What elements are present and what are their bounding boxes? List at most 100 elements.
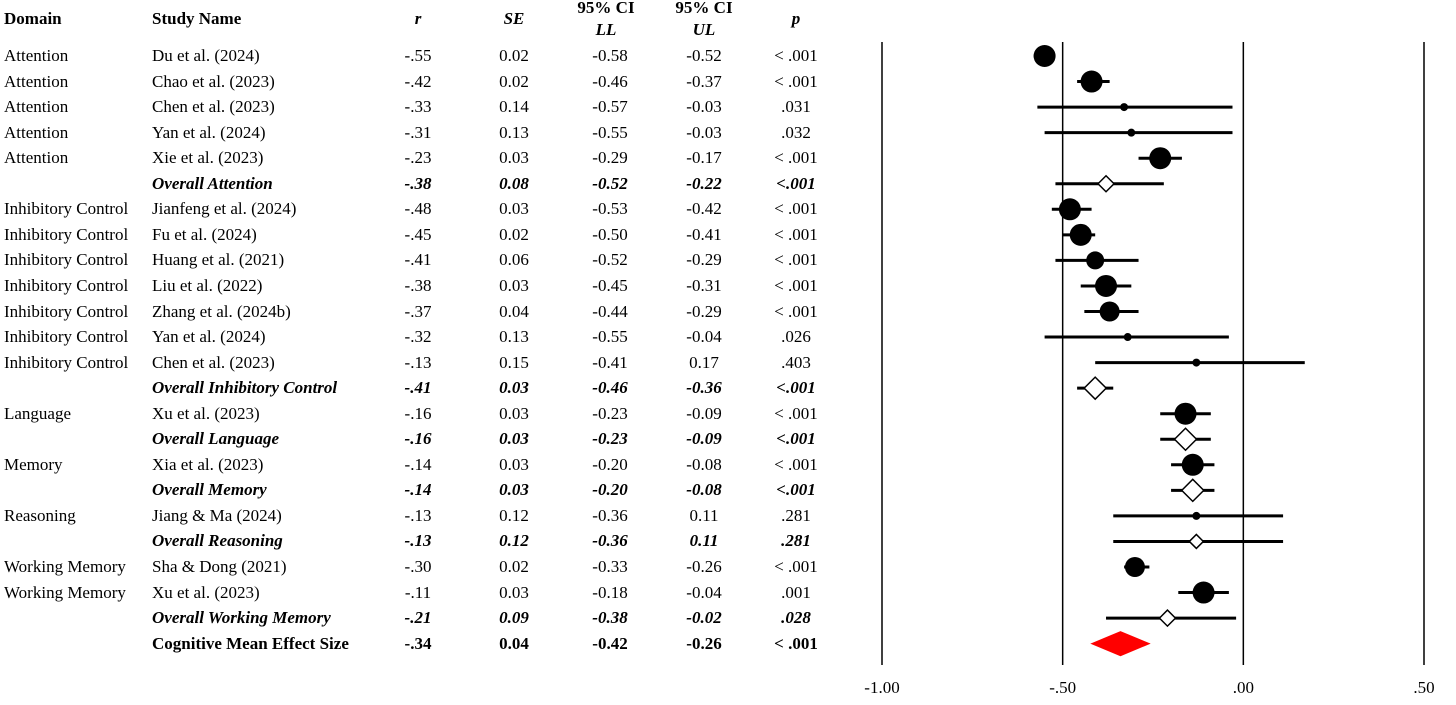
cell-se: 0.03 xyxy=(499,429,529,449)
cell-se: 0.13 xyxy=(499,327,529,347)
cell-study: Du et al. (2024) xyxy=(152,46,260,65)
cell-domain: Inhibitory Control xyxy=(4,301,129,321)
cell-study: Xie et al. (2023) xyxy=(152,148,264,168)
effect-point xyxy=(1192,511,1201,520)
cell-study: Huang et al. (2021) xyxy=(152,250,285,270)
header-ll-top: 95% CI xyxy=(577,0,635,17)
cell-domain: Attention xyxy=(4,71,69,91)
cell-p: < .001 xyxy=(774,250,818,270)
cell-ll: -0.18 xyxy=(592,582,628,602)
cell-p: < .001 xyxy=(774,275,818,295)
cell-se: 0.03 xyxy=(499,378,529,398)
cell-p: < .001 xyxy=(774,224,818,244)
cell-se: 0.03 xyxy=(499,275,529,295)
cell-ul: 0.11 xyxy=(689,531,719,551)
cell-domain: Memory xyxy=(4,454,63,474)
cell-p: < .001 xyxy=(774,633,818,653)
cell-ul: -0.03 xyxy=(686,97,722,117)
cell-ll: -0.36 xyxy=(592,531,628,551)
cell-r: -.41 xyxy=(404,250,432,270)
cell-domain: Attention xyxy=(4,46,69,65)
effect-point xyxy=(1192,358,1201,367)
cell-ul: 0.11 xyxy=(689,505,719,525)
cell-ul: -0.03 xyxy=(686,122,722,142)
cell-se: 0.02 xyxy=(499,557,529,576)
overall-diamond xyxy=(1158,609,1177,628)
x-tick-label: -1.00 xyxy=(864,678,899,697)
cell-ul: -0.26 xyxy=(686,633,722,653)
cell-domain: Inhibitory Control xyxy=(4,250,129,270)
cell-ul: -0.31 xyxy=(686,275,722,295)
effect-point xyxy=(1099,301,1120,322)
cell-ul: -0.52 xyxy=(686,46,722,65)
cell-r: -.30 xyxy=(404,557,432,576)
cell-ll: -0.53 xyxy=(592,199,628,219)
cell-p: <.001 xyxy=(776,173,816,193)
cell-domain: Inhibitory Control xyxy=(4,352,129,372)
effect-point xyxy=(1069,223,1092,246)
cell-r: -.11 xyxy=(404,582,432,602)
cell-domain: Language xyxy=(4,403,72,423)
cell-ll: -0.41 xyxy=(592,352,628,372)
overall-diamond xyxy=(1188,533,1205,550)
cell-ll: -0.20 xyxy=(592,454,628,474)
cell-study: Xu et al. (2023) xyxy=(152,403,260,423)
cell-ul: -0.37 xyxy=(686,71,722,91)
cell-ul: -0.04 xyxy=(686,327,722,347)
effect-point xyxy=(1149,147,1172,170)
header-se: SE xyxy=(503,9,525,28)
cell-ll: -0.58 xyxy=(592,46,628,65)
effect-point xyxy=(1127,128,1136,137)
cell-se: 0.14 xyxy=(499,97,529,117)
effect-point xyxy=(1095,274,1118,297)
cell-se: 0.03 xyxy=(499,199,529,219)
cell-p: < .001 xyxy=(774,557,818,576)
effect-point xyxy=(1086,251,1105,270)
cell-study: Zhang et al. (2024b) xyxy=(152,301,291,321)
cell-se: 0.12 xyxy=(499,505,529,525)
cell-r: -.14 xyxy=(404,480,432,500)
cell-se: 0.02 xyxy=(499,224,529,244)
cell-ll: -0.52 xyxy=(592,173,628,193)
cell-r: -.38 xyxy=(404,173,432,193)
cell-p: <.001 xyxy=(776,429,816,449)
cell-study: Xu et al. (2023) xyxy=(152,582,260,602)
cell-ul: -0.26 xyxy=(686,557,722,576)
cell-ll: -0.36 xyxy=(592,505,628,525)
cell-se: 0.15 xyxy=(499,352,529,372)
overall-diamond xyxy=(1083,376,1108,401)
cell-ul: -0.09 xyxy=(686,429,722,449)
x-tick-label: .50 xyxy=(1413,678,1434,697)
cell-p: .031 xyxy=(781,97,811,117)
cell-ll: -0.45 xyxy=(592,275,628,295)
cell-p: .281 xyxy=(781,531,811,551)
cell-ll: -0.50 xyxy=(592,224,628,244)
cell-p: < .001 xyxy=(774,301,818,321)
cell-r: -.16 xyxy=(404,429,432,449)
header-ll: LL xyxy=(595,20,617,39)
effect-point xyxy=(1033,45,1056,67)
cell-ll: -0.23 xyxy=(592,429,628,449)
effect-point xyxy=(1120,103,1129,112)
effect-point xyxy=(1123,333,1132,342)
cell-se: 0.03 xyxy=(499,480,529,500)
cell-study: Overall Working Memory xyxy=(152,608,331,628)
cell-ll: -0.38 xyxy=(592,608,628,628)
cell-domain: Inhibitory Control xyxy=(4,327,129,347)
cell-se: 0.03 xyxy=(499,403,529,423)
cell-domain: Attention xyxy=(4,148,69,168)
cell-r: -.13 xyxy=(404,505,432,525)
cell-se: 0.02 xyxy=(499,71,529,91)
cell-study: Overall Memory xyxy=(152,480,267,500)
cell-study: Chen et al. (2023) xyxy=(152,352,275,372)
effect-point xyxy=(1181,453,1204,476)
overall-diamond xyxy=(1173,427,1198,452)
cell-r: -.55 xyxy=(404,46,432,65)
cell-ll: -0.52 xyxy=(592,250,628,270)
x-tick-label: -.50 xyxy=(1049,678,1076,697)
x-tick-label: .00 xyxy=(1233,678,1254,697)
cell-se: 0.03 xyxy=(499,582,529,602)
overall-diamond xyxy=(1180,478,1205,503)
effect-point xyxy=(1124,557,1145,577)
